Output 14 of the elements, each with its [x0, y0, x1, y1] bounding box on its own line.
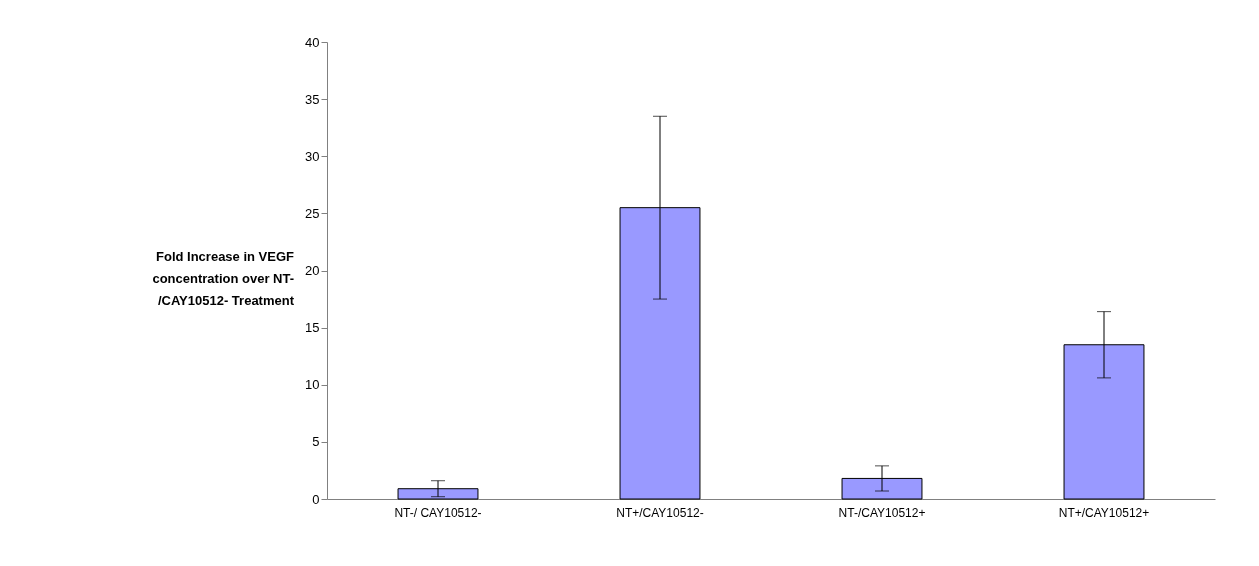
- y-tick-label: 25: [305, 205, 320, 221]
- y-tick-label: 15: [305, 320, 320, 336]
- x-tick-label: NT+/CAY10512-: [616, 505, 704, 520]
- y-tick-label: 5: [312, 434, 320, 450]
- y-tick-label: 10: [305, 377, 320, 393]
- y-tick-label: 40: [305, 34, 320, 50]
- y-tick-label: 20: [305, 263, 320, 278]
- y-tick-label: 0: [312, 491, 320, 507]
- y-tick-label: 35: [305, 91, 320, 107]
- x-tick-label: NT+/CAY10512+: [1058, 505, 1150, 520]
- x-tick-label: NT-/CAY10512+: [838, 505, 926, 520]
- y-tick-label: 30: [305, 148, 320, 164]
- y-axis-title: Fold Increase in VEGF concentration over NT- /CAY10512- Treatment: [152, 248, 295, 308]
- x-tick-label: NT-/ CAY10512-: [394, 505, 482, 520]
